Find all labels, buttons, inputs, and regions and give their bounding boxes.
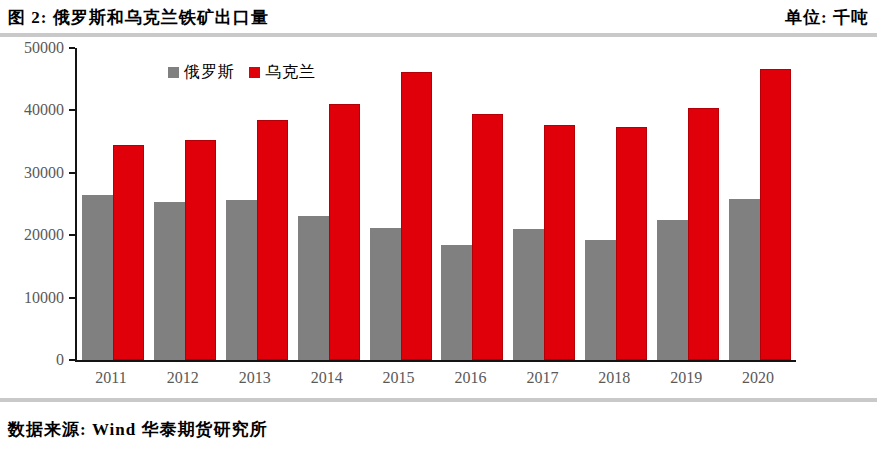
legend-swatch-icon xyxy=(168,67,179,78)
bar-俄罗斯-2013 xyxy=(226,200,257,360)
x-tick-label-2017: 2017 xyxy=(506,369,578,387)
bar-group-2013 xyxy=(221,48,293,360)
bar-乌克兰-2016 xyxy=(472,114,503,360)
bar-俄罗斯-2020 xyxy=(729,199,760,360)
bar-俄罗斯-2016 xyxy=(441,245,472,360)
bar-俄罗斯-2017 xyxy=(513,229,544,360)
bar-group-2011 xyxy=(77,48,149,360)
figure-2-iron-ore-exports-chart: 图 2: 俄罗斯和乌克兰铁矿出口量 单位: 千吨 0 10000 20000 3000… xyxy=(0,0,877,455)
x-tick-label-2018: 2018 xyxy=(578,369,650,387)
bar-乌克兰-2018 xyxy=(616,127,647,360)
bar-乌克兰-2020 xyxy=(760,69,791,360)
x-tick-label-2014: 2014 xyxy=(291,369,363,387)
bar-group-2012 xyxy=(149,48,221,360)
bar-俄罗斯-2012 xyxy=(154,202,185,360)
legend-item-俄罗斯: 俄罗斯 xyxy=(168,62,235,83)
legend-swatch-icon xyxy=(249,67,260,78)
bar-group-2015 xyxy=(365,48,437,360)
y-tick-mark xyxy=(69,297,75,299)
bar-group-2020 xyxy=(724,48,796,360)
x-tick-label-2013: 2013 xyxy=(219,369,291,387)
bar-俄罗斯-2019 xyxy=(657,220,688,360)
legend-item-乌克兰: 乌克兰 xyxy=(249,62,316,83)
y-tick-mark xyxy=(69,359,75,361)
bar-groups xyxy=(77,48,796,360)
x-axis-labels: 2011201220132014201520162017201820192020 xyxy=(75,369,794,387)
y-tick-label: 40000 xyxy=(0,101,64,119)
legend: 俄罗斯 乌克兰 xyxy=(168,62,316,83)
x-tick-label-2011: 2011 xyxy=(75,369,147,387)
y-tick-label: 0 xyxy=(0,351,64,369)
y-tick-label: 20000 xyxy=(0,226,64,244)
bar-俄罗斯-2015 xyxy=(370,228,401,360)
x-tick-label-2015: 2015 xyxy=(363,369,435,387)
bar-俄罗斯-2018 xyxy=(585,240,616,360)
y-tick-label: 30000 xyxy=(0,164,64,182)
bar-乌克兰-2011 xyxy=(113,145,144,360)
y-tick-mark xyxy=(69,109,75,111)
bar-乌克兰-2012 xyxy=(185,140,216,360)
plot-area xyxy=(75,48,796,362)
bar-乌克兰-2019 xyxy=(688,108,719,360)
bar-group-2018 xyxy=(580,48,652,360)
y-tick-mark xyxy=(69,47,75,49)
legend-label: 乌克兰 xyxy=(265,62,316,83)
y-tick-mark xyxy=(69,234,75,236)
bar-group-2014 xyxy=(293,48,365,360)
bar-俄罗斯-2011 xyxy=(82,195,113,360)
bar-group-2019 xyxy=(652,48,724,360)
bar-乌克兰-2014 xyxy=(329,104,360,360)
y-tick-label: 50000 xyxy=(0,39,64,57)
bar-俄罗斯-2014 xyxy=(298,216,329,360)
x-tick-label-2016: 2016 xyxy=(435,369,507,387)
header-divider xyxy=(0,33,877,37)
chart-title: 图 2: 俄罗斯和乌克兰铁矿出口量 xyxy=(8,6,269,29)
unit-label: 单位: 千吨 xyxy=(785,6,869,29)
x-tick-label-2012: 2012 xyxy=(147,369,219,387)
y-tick-label: 10000 xyxy=(0,289,64,307)
data-source: 数据来源: Wind 华泰期货研究所 xyxy=(8,418,268,441)
bar-group-2016 xyxy=(437,48,509,360)
footer-divider xyxy=(0,398,877,402)
bar-乌克兰-2013 xyxy=(257,120,288,360)
bar-group-2017 xyxy=(508,48,580,360)
y-tick-mark xyxy=(69,172,75,174)
bar-乌克兰-2015 xyxy=(401,72,432,360)
x-tick-label-2020: 2020 xyxy=(722,369,794,387)
bar-乌克兰-2017 xyxy=(544,125,575,360)
y-axis: 01000020000300004000050000 xyxy=(0,48,68,360)
legend-label: 俄罗斯 xyxy=(184,62,235,83)
x-tick-label-2019: 2019 xyxy=(650,369,722,387)
